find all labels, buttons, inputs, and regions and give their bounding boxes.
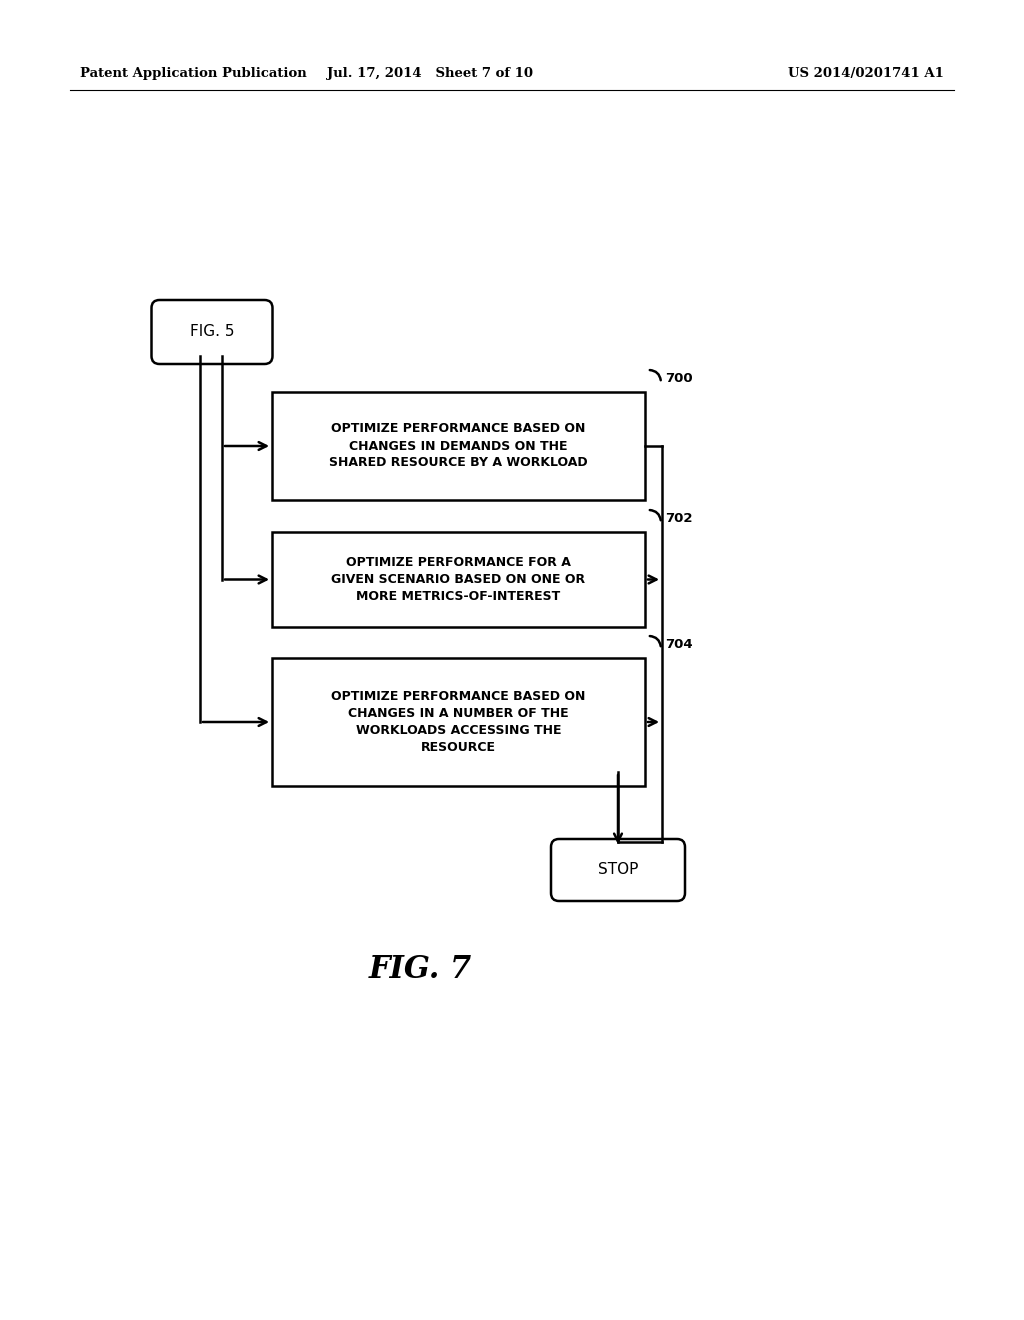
Text: FIG. 5: FIG. 5	[189, 325, 234, 339]
Text: FIG. 7: FIG. 7	[369, 954, 472, 986]
FancyBboxPatch shape	[272, 392, 645, 500]
FancyBboxPatch shape	[272, 532, 645, 627]
Text: 700: 700	[665, 371, 692, 384]
Text: Patent Application Publication: Patent Application Publication	[80, 66, 307, 79]
Text: STOP: STOP	[598, 862, 638, 878]
Text: OPTIMIZE PERFORMANCE BASED ON
CHANGES IN A NUMBER OF THE
WORKLOADS ACCESSING THE: OPTIMIZE PERFORMANCE BASED ON CHANGES IN…	[332, 690, 586, 754]
Text: Jul. 17, 2014   Sheet 7 of 10: Jul. 17, 2014 Sheet 7 of 10	[327, 66, 534, 79]
Text: OPTIMIZE PERFORMANCE BASED ON
CHANGES IN DEMANDS ON THE
SHARED RESOURCE BY A WOR: OPTIMIZE PERFORMANCE BASED ON CHANGES IN…	[329, 422, 588, 470]
Text: US 2014/0201741 A1: US 2014/0201741 A1	[788, 66, 944, 79]
Text: 702: 702	[665, 511, 692, 524]
Text: OPTIMIZE PERFORMANCE FOR A
GIVEN SCENARIO BASED ON ONE OR
MORE METRICS-OF-INTERE: OPTIMIZE PERFORMANCE FOR A GIVEN SCENARI…	[332, 556, 586, 603]
FancyBboxPatch shape	[551, 840, 685, 902]
FancyBboxPatch shape	[272, 657, 645, 785]
FancyBboxPatch shape	[152, 300, 272, 364]
Text: 704: 704	[665, 638, 692, 651]
